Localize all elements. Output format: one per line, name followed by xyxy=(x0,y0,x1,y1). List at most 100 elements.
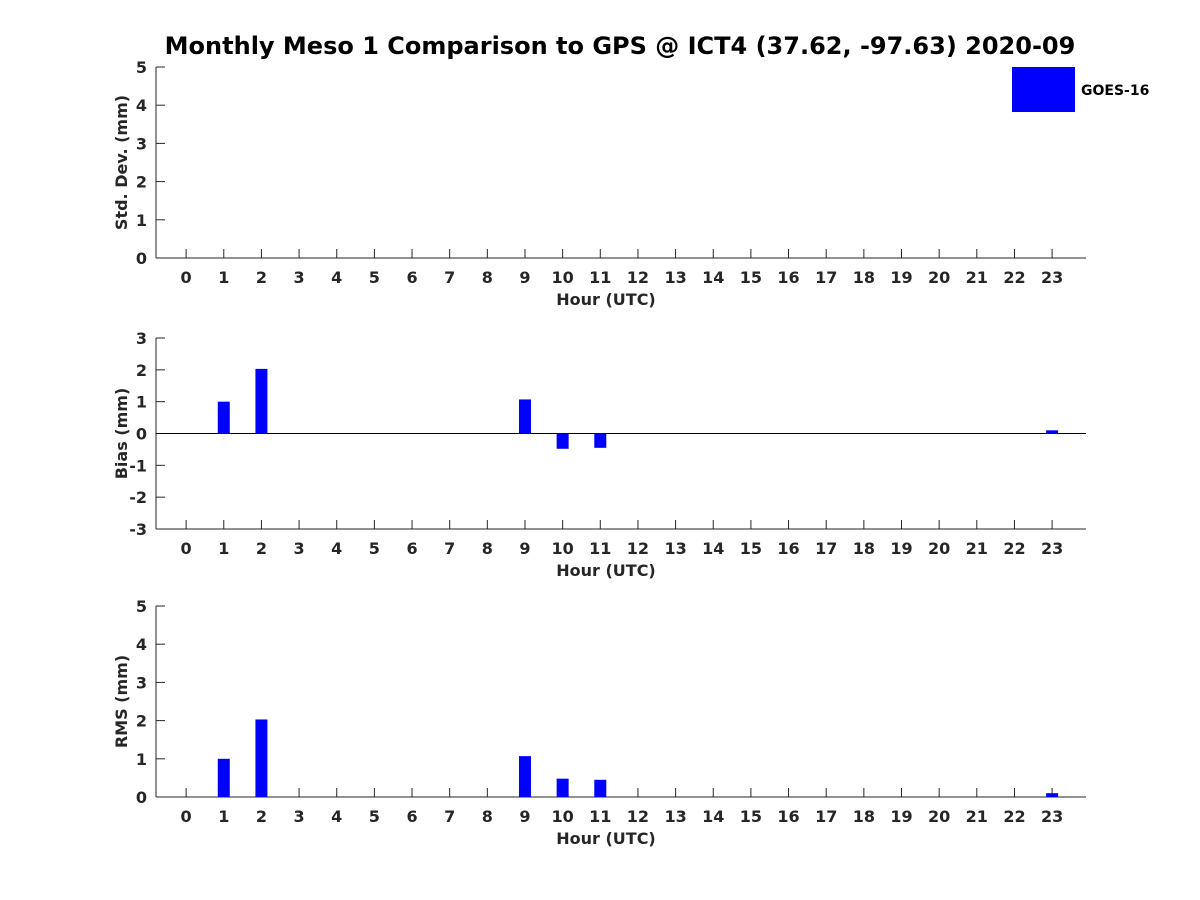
x-tick-label: 10 xyxy=(552,268,574,287)
x-tick-label: 14 xyxy=(702,268,724,287)
x-tick-label: 3 xyxy=(294,268,305,287)
y-tick-label: -3 xyxy=(129,520,147,539)
x-axis-label: Hour (UTC) xyxy=(556,829,656,848)
bar-hour-1 xyxy=(217,401,230,434)
x-tick-label: 0 xyxy=(181,539,192,558)
x-tick-label: 17 xyxy=(815,539,837,558)
x-tick-label: 1 xyxy=(218,268,229,287)
x-tick-label: 22 xyxy=(1003,807,1025,826)
x-tick-label: 16 xyxy=(777,268,799,287)
y-tick-label: 3 xyxy=(136,329,147,348)
x-tick-label: 2 xyxy=(256,807,267,826)
x-tick-label: 7 xyxy=(444,807,455,826)
x-tick-label: 21 xyxy=(966,539,988,558)
x-axis-label: Hour (UTC) xyxy=(556,561,656,580)
legend-swatch-goes-16 xyxy=(1012,67,1075,112)
x-tick-label: 5 xyxy=(369,268,380,287)
y-tick-label: 3 xyxy=(136,134,147,153)
y-tick-label: -1 xyxy=(129,456,147,475)
x-tick-label: 13 xyxy=(664,539,686,558)
x-tick-label: 11 xyxy=(589,268,611,287)
legend-label-goes-16: GOES-16 xyxy=(1081,83,1149,99)
y-axis-label: Bias (mm) xyxy=(112,388,131,480)
x-tick-label: 6 xyxy=(406,268,417,287)
y-tick-label: 4 xyxy=(136,635,147,654)
x-tick-label: 2 xyxy=(256,539,267,558)
y-tick-label: 2 xyxy=(136,361,147,380)
bar-hour-23 xyxy=(1046,430,1059,434)
x-tick-label: 5 xyxy=(369,539,380,558)
x-tick-label: 13 xyxy=(664,268,686,287)
x-tick-label: 8 xyxy=(482,539,493,558)
bar-hour-23 xyxy=(1046,793,1059,797)
x-tick-label: 18 xyxy=(853,807,875,826)
x-tick-label: 6 xyxy=(406,539,417,558)
y-tick-label: 5 xyxy=(136,597,147,616)
y-tick-label: 0 xyxy=(136,425,147,444)
x-tick-label: 17 xyxy=(815,268,837,287)
bar-hour-11 xyxy=(594,433,607,448)
x-tick-label: 13 xyxy=(664,807,686,826)
x-tick-label: 20 xyxy=(928,807,950,826)
y-tick-label: 3 xyxy=(136,673,147,692)
y-tick-label: 1 xyxy=(136,750,147,769)
x-tick-label: 16 xyxy=(777,539,799,558)
x-tick-label: 4 xyxy=(331,268,342,287)
x-tick-label: 1 xyxy=(218,807,229,826)
x-tick-label: 15 xyxy=(740,807,762,826)
bar-hour-2 xyxy=(255,368,268,434)
x-tick-label: 3 xyxy=(294,539,305,558)
y-tick-label: 2 xyxy=(136,173,147,192)
x-tick-label: 14 xyxy=(702,539,724,558)
y-tick-label: 4 xyxy=(136,96,147,115)
y-tick-label: 1 xyxy=(136,211,147,230)
x-tick-label: 12 xyxy=(627,268,649,287)
y-axis-label: Std. Dev. (mm) xyxy=(112,95,131,230)
x-tick-label: 21 xyxy=(966,807,988,826)
legend: GOES-16 xyxy=(1012,67,1149,112)
x-tick-label: 8 xyxy=(482,807,493,826)
x-tick-label: 15 xyxy=(740,268,762,287)
x-tick-label: 16 xyxy=(777,807,799,826)
y-tick-label: -2 xyxy=(129,488,147,507)
x-tick-label: 23 xyxy=(1041,268,1063,287)
x-tick-label: 19 xyxy=(890,539,912,558)
x-tick-label: 9 xyxy=(519,807,530,826)
x-tick-label: 19 xyxy=(890,268,912,287)
y-tick-label: 0 xyxy=(136,788,147,807)
x-tick-label: 19 xyxy=(890,807,912,826)
x-tick-label: 21 xyxy=(966,268,988,287)
x-tick-label: 9 xyxy=(519,539,530,558)
x-tick-label: 2 xyxy=(256,268,267,287)
x-tick-label: 6 xyxy=(406,807,417,826)
y-tick-label: 1 xyxy=(136,393,147,412)
x-tick-label: 3 xyxy=(294,807,305,826)
bar-hour-2 xyxy=(255,719,268,797)
x-tick-label: 11 xyxy=(589,807,611,826)
bar-hour-10 xyxy=(556,778,569,797)
bar-hour-11 xyxy=(594,779,607,797)
x-tick-label: 8 xyxy=(482,268,493,287)
y-tick-label: 0 xyxy=(136,249,147,268)
x-tick-label: 0 xyxy=(181,807,192,826)
x-axis-label: Hour (UTC) xyxy=(556,290,656,309)
x-tick-label: 20 xyxy=(928,539,950,558)
x-tick-label: 7 xyxy=(444,268,455,287)
x-tick-label: 12 xyxy=(627,539,649,558)
x-tick-label: 7 xyxy=(444,539,455,558)
bar-hour-10 xyxy=(556,433,569,449)
x-tick-label: 20 xyxy=(928,268,950,287)
x-tick-label: 22 xyxy=(1003,539,1025,558)
y-tick-label: 2 xyxy=(136,712,147,731)
x-tick-label: 1 xyxy=(218,539,229,558)
x-tick-label: 10 xyxy=(552,539,574,558)
x-tick-label: 23 xyxy=(1041,807,1063,826)
x-tick-label: 14 xyxy=(702,807,724,826)
x-tick-label: 5 xyxy=(369,807,380,826)
x-tick-label: 18 xyxy=(853,268,875,287)
